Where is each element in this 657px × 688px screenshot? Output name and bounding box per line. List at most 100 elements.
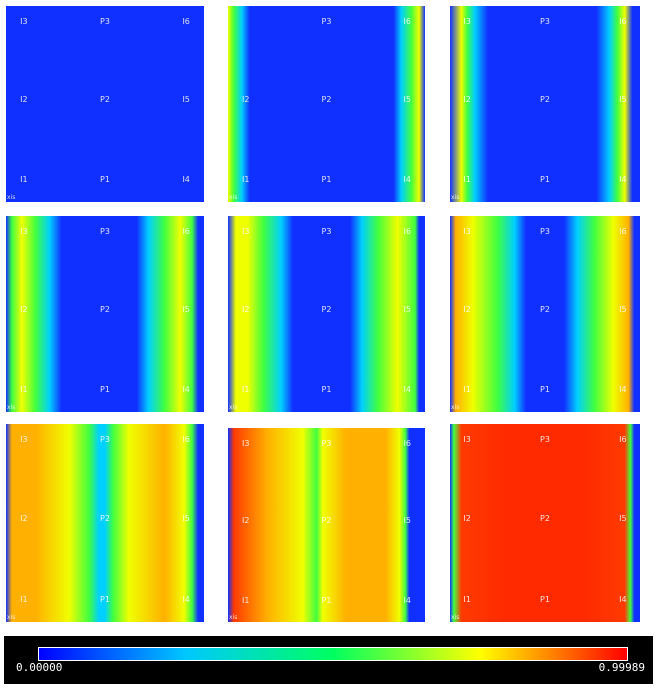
well-label: I3 [20, 434, 28, 444]
panel-4: I3 P3 I6 I2 P2 I5 I1 P1 I4 xis [6, 216, 204, 412]
well-label: P1 [540, 385, 550, 395]
well-label: I5 [403, 95, 411, 105]
well-label: P2 [321, 305, 332, 315]
well-label: P3 [540, 16, 550, 26]
well-label: P1 [100, 175, 110, 185]
well-label: P1 [100, 595, 110, 605]
colorbar-legend: 0.00000 0.99989 [4, 636, 653, 684]
well-label: I4 [403, 595, 411, 605]
well-label: I6 [619, 434, 627, 444]
well-label: P3 [540, 434, 550, 444]
colorbar-max-label: 0.99989 [598, 661, 645, 674]
well-label: P2 [540, 305, 550, 315]
panel-9: I3 P3 I6 I2 P2 I5 I1 P1 I4 xis [450, 424, 640, 622]
well-label: I2 [241, 95, 250, 105]
field-image [450, 6, 640, 202]
well-label: P2 [321, 516, 332, 526]
panel-5: I3 P3 I6 I2 P2 I5 I1 P1 I4 xis [228, 216, 425, 412]
well-label: I4 [403, 175, 411, 185]
panel-corner-text: xis [451, 404, 460, 411]
well-label: I6 [403, 16, 411, 26]
well-label: P2 [540, 514, 550, 524]
well-label: P2 [321, 95, 332, 105]
panel-6: I3 P3 I6 I2 P2 I5 I1 P1 I4 xis [450, 216, 640, 412]
well-label: P3 [321, 16, 332, 26]
well-label: I1 [20, 385, 28, 395]
well-label: P3 [321, 438, 332, 448]
well-label: I6 [403, 438, 411, 448]
panel-7: I3 P3 I6 I2 P2 I5 I1 P1 I4 xis [6, 424, 204, 622]
field-image [6, 216, 204, 412]
well-label: I3 [20, 16, 28, 26]
panel-2: P3 I6 I2 P2 I5 I1 P1 I4 xis [228, 6, 425, 202]
well-label: I5 [182, 95, 190, 105]
well-label: P1 [321, 595, 332, 605]
well-label: I1 [241, 175, 250, 185]
panel-corner-text: xis [229, 404, 238, 411]
well-label: P2 [100, 305, 110, 315]
panel-corner-text: xis [7, 614, 16, 621]
colorbar-min-label: 0.00000 [16, 661, 63, 674]
well-label: I5 [182, 514, 190, 524]
well-label: I5 [619, 305, 627, 315]
well-label: I6 [182, 434, 190, 444]
well-label: P1 [540, 175, 550, 185]
well-label: I1 [20, 595, 28, 605]
well-label: I1 [463, 595, 471, 605]
well-label: I2 [241, 305, 250, 315]
well-label: I6 [619, 16, 627, 26]
well-label: I3 [463, 434, 471, 444]
well-label: I2 [241, 516, 250, 526]
panel-corner-text: xis [229, 614, 238, 621]
panel-corner-text: xis [7, 194, 16, 201]
field-image [450, 424, 640, 622]
well-label: I5 [182, 305, 190, 315]
well-label: I4 [619, 385, 627, 395]
well-label: I2 [20, 514, 28, 524]
well-label: P2 [540, 95, 550, 105]
well-label: I2 [463, 514, 471, 524]
well-label: I2 [463, 95, 471, 105]
well-label: P3 [100, 226, 110, 236]
well-label: P2 [100, 95, 110, 105]
field-image [450, 216, 640, 412]
well-label: P3 [100, 16, 110, 26]
well-label: P1 [540, 595, 550, 605]
well-label: I1 [20, 175, 28, 185]
field-image [228, 6, 425, 202]
field-image [228, 428, 425, 622]
well-label: I5 [619, 514, 627, 524]
well-label: I3 [241, 438, 250, 448]
well-label: I4 [182, 175, 190, 185]
well-label: P3 [100, 434, 110, 444]
well-label: I3 [463, 16, 471, 26]
panel-1: I3 P3 I6 I2 P2 I5 I1 P1 I4 xis [6, 6, 204, 202]
panel-corner-text: xis [7, 404, 16, 411]
panel-3: I3 P3 I6 I2 P2 I5 I1 P1 I4 xis [450, 6, 640, 202]
well-label: I4 [403, 385, 411, 395]
well-label: I1 [463, 175, 471, 185]
panel-corner-text: xis [451, 194, 460, 201]
panel-corner-text: xis [229, 194, 238, 201]
well-label: I1 [463, 385, 471, 395]
well-label: I1 [241, 595, 250, 605]
well-label: I4 [619, 595, 627, 605]
well-label: I5 [403, 305, 411, 315]
well-label: I5 [403, 516, 411, 526]
colorbar-gradient [38, 647, 628, 661]
panel-corner-text: xis [451, 614, 460, 621]
well-label: I5 [619, 95, 627, 105]
well-label: P1 [321, 385, 332, 395]
well-label: I6 [403, 226, 411, 236]
field-image [228, 216, 425, 412]
well-label: I2 [20, 95, 28, 105]
well-label: I4 [182, 385, 190, 395]
well-label: P3 [321, 226, 332, 236]
panel-8: I3 P3 I6 I2 P2 I5 I1 P1 I4 xis [228, 428, 425, 622]
field-image [6, 424, 204, 622]
well-label: I6 [182, 16, 190, 26]
well-label: I6 [619, 226, 627, 236]
well-label: I4 [182, 595, 190, 605]
well-label: I2 [463, 305, 471, 315]
well-label: I3 [241, 226, 250, 236]
